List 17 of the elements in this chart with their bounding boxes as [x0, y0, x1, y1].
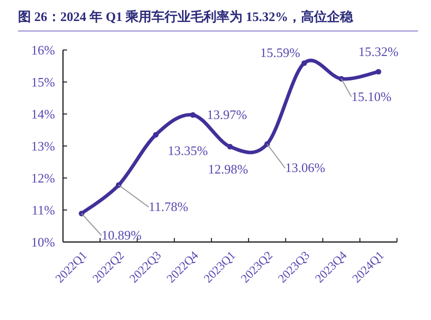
y-tick-label: 14% [31, 106, 56, 122]
data-label: 12.98% [208, 162, 248, 177]
data-label: 13.35% [168, 142, 208, 158]
title: 图 26：2024 年 Q1 乘用车行业毛利率为 15.32%，高位企稳 [18, 9, 354, 24]
y-tick-label: 12% [31, 170, 56, 186]
y-tick-label: 13% [31, 138, 56, 154]
data-label: 13.06% [285, 160, 326, 176]
data-label: 11.78% [148, 199, 188, 214]
data-label: 15.10% [351, 88, 392, 104]
y-tick-label: 11% [32, 202, 56, 218]
data-label: 15.32% [358, 44, 399, 59]
data-label: 13.97% [206, 106, 248, 122]
data-label: 10.89% [102, 228, 142, 243]
y-tick-label: 16% [31, 42, 56, 58]
y-tick-label: 15% [31, 74, 56, 90]
data-label: 15.59% [260, 45, 300, 60]
y-tick-label: 10% [31, 234, 56, 250]
